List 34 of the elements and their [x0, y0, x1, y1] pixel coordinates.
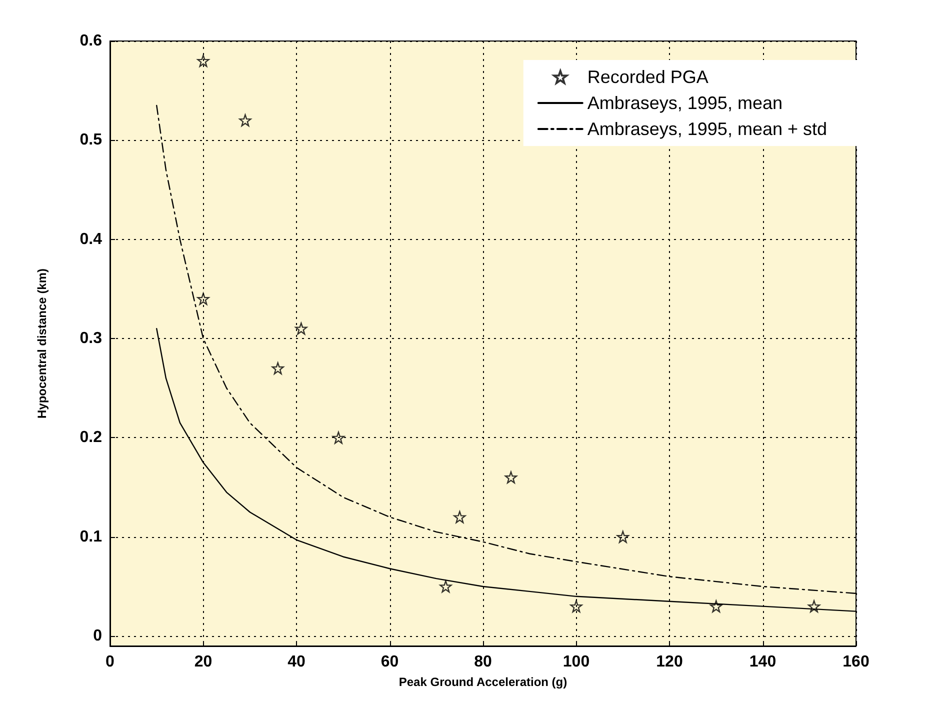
- x-tick-label: 120: [656, 654, 683, 670]
- point: [710, 600, 722, 612]
- x-tick-label: 20: [194, 654, 212, 670]
- x-axis-title: Peak Ground Acceleration (g): [398, 675, 568, 689]
- legend-label: Ambraseys, 1995, mean + std: [587, 119, 827, 139]
- x-tick-label: 60: [380, 654, 399, 670]
- point: [197, 292, 210, 305]
- y-tick-label: 0.2: [80, 429, 102, 446]
- point: [440, 580, 452, 593]
- point: [197, 54, 210, 67]
- x-tick-label: 140: [749, 654, 776, 670]
- x-tick-label: 40: [288, 654, 306, 670]
- point: [239, 114, 252, 126]
- x-tick-label: 0: [106, 654, 115, 670]
- y-tick-label: 0.1: [80, 528, 102, 546]
- legend-label: Ambraseys, 1995, mean: [587, 93, 782, 113]
- point: [504, 471, 518, 484]
- point: [272, 362, 284, 374]
- point: [570, 600, 582, 612]
- x-tick-label: 80: [474, 654, 492, 670]
- x-tick-label: 100: [562, 654, 590, 670]
- point: [808, 600, 820, 612]
- x-tick-label: 160: [842, 654, 870, 670]
- y-tick-label: 0.4: [80, 230, 102, 248]
- legend-label: Recorded PGA: [587, 67, 708, 87]
- point: [454, 510, 466, 524]
- y-tick-label: 0.6: [80, 32, 102, 50]
- y-tick-label: 0: [93, 628, 102, 645]
- y-tick-label: 0.3: [80, 330, 102, 348]
- point: [295, 322, 308, 335]
- point: [332, 432, 345, 444]
- point: [616, 530, 629, 543]
- y-tick-label: 0.5: [80, 132, 102, 149]
- y-axis-title: Hypocentral distance (km): [35, 268, 49, 419]
